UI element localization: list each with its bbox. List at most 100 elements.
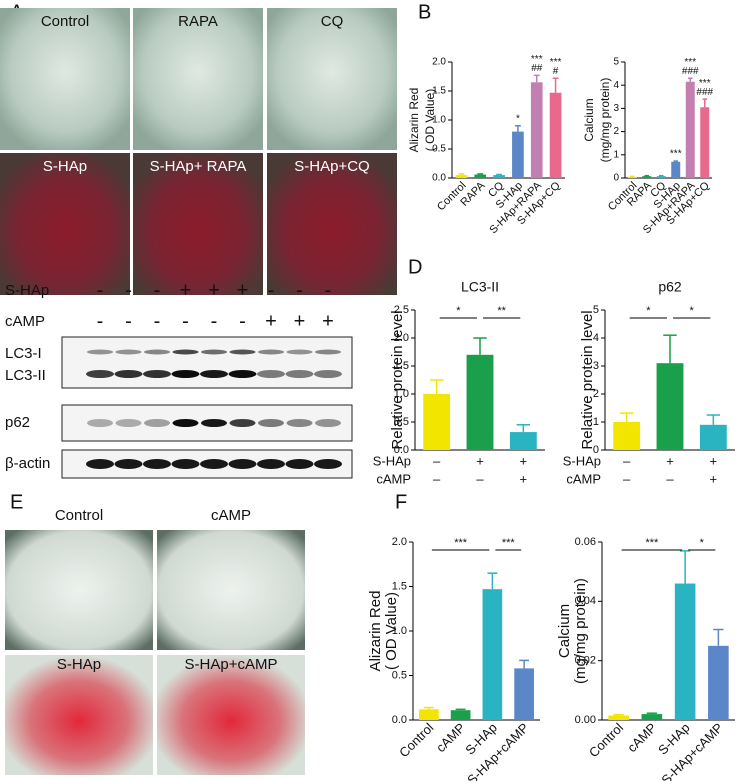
treatment-sign: + <box>208 279 220 301</box>
blot-band <box>115 349 142 355</box>
y-axis-label: (mg/mg protein) <box>598 78 612 163</box>
significance-label: *** <box>645 537 659 549</box>
y-tick-label: 0.02 <box>575 655 596 667</box>
photo-label: S-HAp <box>57 656 101 673</box>
treatment-sign: - <box>239 310 246 332</box>
blot-band <box>172 349 199 355</box>
bar <box>685 81 695 178</box>
y-axis-label: ( OD Value) <box>383 592 400 670</box>
blot-band <box>229 419 256 427</box>
well-photo <box>5 530 153 650</box>
y-tick-label: 2.5 <box>394 304 409 316</box>
x-tick-label: Control <box>586 720 626 760</box>
y-tick-label: 0.5 <box>392 669 407 681</box>
blot-band <box>201 419 227 427</box>
y-tick-label: 5 <box>593 304 599 316</box>
x-tick-label: cAMP <box>624 720 659 755</box>
bar <box>656 363 684 450</box>
well-photo <box>157 655 305 775</box>
blot-band <box>286 349 313 355</box>
band-label: p62 <box>5 414 30 431</box>
bar <box>608 715 629 720</box>
y-tick-label: 1.0 <box>432 115 446 126</box>
bar <box>423 394 451 450</box>
y-tick-label: 0 <box>613 173 619 184</box>
chart-title: LC3-II <box>461 279 499 295</box>
photo-label: RAPA <box>178 13 218 30</box>
y-tick-label: 3 <box>593 360 599 372</box>
blot-band <box>87 349 113 355</box>
panel-label: B <box>418 1 431 23</box>
treatment-label: S-HAp <box>5 282 49 299</box>
y-tick-label: 2 <box>593 388 599 400</box>
bar <box>642 176 652 178</box>
significance-label: ** <box>497 305 506 317</box>
well-photo <box>0 8 130 150</box>
y-tick-label: 0.00 <box>575 714 596 726</box>
blot-band <box>171 459 200 469</box>
condition-label: cAMP <box>376 471 411 486</box>
y-tick-label: 1.0 <box>394 388 409 400</box>
significance-label: *** <box>684 57 696 68</box>
bar <box>509 432 537 450</box>
blot-band <box>144 349 170 355</box>
blot-band <box>171 370 200 378</box>
bar <box>450 710 471 720</box>
significance-label: *** <box>699 78 711 89</box>
y-tick-label: 0.04 <box>575 595 596 607</box>
y-tick-label: 0.06 <box>575 536 596 548</box>
blot-band <box>314 459 342 469</box>
y-tick-label: 2.0 <box>392 536 407 548</box>
y-tick-label: 1.5 <box>432 86 446 97</box>
significance-label: *** <box>531 54 543 65</box>
significance-label: ### <box>682 66 699 77</box>
y-axis-label: Calcium <box>556 604 573 658</box>
blot-band <box>286 419 313 427</box>
y-tick-label: 0.0 <box>394 444 409 456</box>
photo-label: S-HAp+CQ <box>294 158 369 175</box>
bar <box>700 107 710 178</box>
bar <box>455 175 468 178</box>
y-tick-label: 0.0 <box>392 714 407 726</box>
bar <box>708 645 729 720</box>
blot-band <box>143 370 171 378</box>
condition-sign: + <box>666 453 674 468</box>
blot-band <box>228 459 257 469</box>
bar <box>482 589 503 720</box>
blot-band <box>115 419 142 427</box>
treatment-sign: - <box>211 310 218 332</box>
bar <box>627 176 637 178</box>
x-tick-label: cAMP <box>433 720 468 755</box>
condition-sign: – <box>476 471 484 486</box>
y-tick-label: 2.0 <box>432 57 446 68</box>
blot-band <box>114 370 143 378</box>
blot-band <box>228 370 257 378</box>
bar <box>613 422 641 450</box>
blot-band <box>258 349 284 355</box>
blot-band <box>285 459 314 469</box>
significance-label: *** <box>550 57 562 68</box>
bar <box>514 668 534 720</box>
significance-label: # <box>553 66 559 77</box>
x-tick-label: Control <box>396 720 436 760</box>
blot-band <box>114 459 143 469</box>
condition-sign: + <box>476 453 484 468</box>
band-label: LC3-II <box>5 367 46 384</box>
treatment-sign: - <box>97 310 104 332</box>
y-tick-label: 1 <box>613 149 619 160</box>
significance-label: *** <box>454 537 468 549</box>
bar <box>493 175 505 178</box>
y-tick-label: 4 <box>613 80 619 91</box>
bar <box>641 714 663 720</box>
treatment-sign: - <box>97 279 104 301</box>
blot-band <box>315 349 341 355</box>
y-axis-label: Alizarin Red <box>367 591 384 672</box>
well-photo <box>133 8 263 150</box>
condition-sign: + <box>710 471 718 486</box>
photo-label: S-HAp+ RAPA <box>150 158 247 175</box>
condition-sign: – <box>623 453 631 468</box>
well-photo <box>267 8 397 150</box>
blot-band <box>87 419 113 427</box>
blot-band <box>315 419 341 427</box>
bar <box>474 174 487 178</box>
